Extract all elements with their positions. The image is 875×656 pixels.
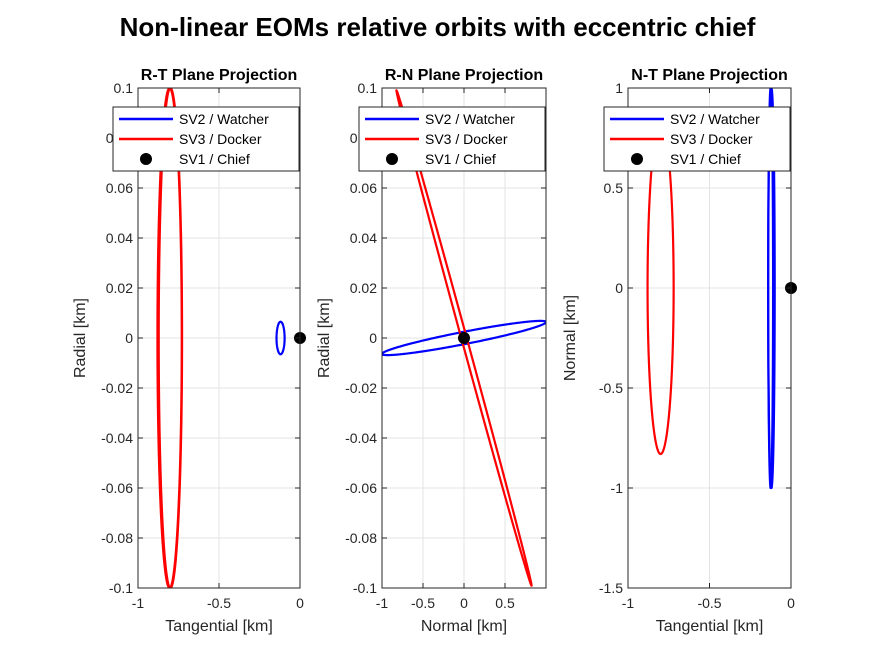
y-tick-label: 0	[369, 330, 377, 346]
legend-label: SV3 / Docker	[670, 131, 753, 147]
panel-rt: -1 -0.5 0 -0.1 -0.08 -0.06 -0.04 -0.02 0 0.02 0.04…	[72, 67, 306, 635]
y-tick-label: -1	[611, 480, 624, 496]
x-axis-label: Normal [km]	[421, 618, 507, 635]
x-tick-label: -1	[376, 595, 389, 611]
panel-title: R-T Plane Projection	[141, 67, 297, 84]
x-tick-label: 0	[296, 595, 304, 611]
y-tick-label: 0.02	[350, 280, 377, 296]
panel-title: N-T Plane Projection	[631, 67, 787, 84]
y-tick-label: -0.02	[345, 380, 377, 396]
series-group	[382, 89, 546, 587]
y-tick-label: 0.04	[106, 230, 133, 246]
legend-label: SV3 / Docker	[179, 131, 262, 147]
y-tick-label: -0.02	[101, 380, 133, 396]
y-axis-label: Normal [km]	[562, 295, 579, 381]
x-tick-label: -0.5	[207, 595, 231, 611]
x-tick-label: 0	[787, 595, 795, 611]
x-tick-label: -0.5	[697, 595, 721, 611]
y-tick-label: -0.06	[101, 480, 133, 496]
y-tick-label: 0.02	[106, 280, 133, 296]
x-tick-label: -1	[132, 595, 145, 611]
y-tick-label: 0.5	[604, 180, 624, 196]
y-tick-label: 0.06	[106, 180, 133, 196]
panel-title: R-N Plane Projection	[385, 67, 543, 84]
legend: SV2 / Watcher SV3 / Docker SV1 / Chief	[358, 106, 546, 172]
y-tick-label: -0.08	[345, 530, 377, 546]
legend-label: SV1 / Chief	[425, 151, 496, 167]
x-tick-label: 0.5	[495, 595, 515, 611]
figure-title: Non-linear EOMs relative orbits with ecc…	[119, 12, 756, 42]
chief-marker	[458, 332, 470, 344]
legend-label: SV3 / Docker	[425, 131, 508, 147]
series-line-sv2-watcher	[382, 319, 546, 357]
x-tick-label: -0.5	[411, 595, 435, 611]
y-tick-label: -1.5	[599, 580, 623, 596]
legend-swatch-marker	[140, 153, 152, 165]
x-tick-label: -1	[622, 595, 635, 611]
y-tick-label: -0.08	[101, 530, 133, 546]
legend-label: SV1 / Chief	[670, 151, 741, 167]
x-axis-label: Tangential [km]	[165, 618, 273, 635]
y-tick-label: 0	[125, 330, 133, 346]
y-tick-label: -0.1	[353, 580, 377, 596]
y-tick-label: 0.1	[114, 80, 134, 96]
legend-label: SV2 / Watcher	[670, 111, 760, 127]
y-tick-label: -0.1	[109, 580, 133, 596]
legend-swatch-marker	[386, 153, 398, 165]
y-tick-label: -0.04	[101, 430, 133, 446]
y-tick-label: 0.04	[350, 230, 377, 246]
legend-label: SV2 / Watcher	[425, 111, 515, 127]
series-line-sv3-docker	[395, 89, 533, 587]
y-axis-label: Radial [km]	[72, 298, 89, 378]
legend-label: SV2 / Watcher	[179, 111, 269, 127]
panel-rn: -1 -0.5 0 0.5 -0.1 -0.08 -0.06 -0.04 -0.02 0 0.02 0…	[316, 67, 547, 635]
legend-swatch-marker	[631, 153, 643, 165]
y-tick-label: 1	[615, 80, 623, 96]
x-axis-label: Tangential [km]	[656, 618, 764, 635]
series-line-sv2-watcher	[275, 320, 286, 356]
y-tick-label: -0.06	[345, 480, 377, 496]
y-tick-label: -0.5	[599, 380, 623, 396]
legend-label: SV1 / Chief	[179, 151, 250, 167]
y-tick-label: 0.1	[358, 80, 378, 96]
legend: SV2 / Watcher SV3 / Docker SV1 / Chief	[603, 106, 791, 172]
legend: SV2 / Watcher SV3 / Docker SV1 / Chief	[112, 106, 300, 172]
y-axis-label: Radial [km]	[316, 298, 333, 378]
x-tick-label: 0	[460, 595, 468, 611]
y-tick-label: -0.04	[345, 430, 377, 446]
y-tick-label: 0	[615, 280, 623, 296]
y-tick-label: 0.06	[350, 180, 377, 196]
panel-nt: -1 -0.5 0-1.5-1-0.500.51N-T Plane Projecti…	[562, 67, 797, 635]
